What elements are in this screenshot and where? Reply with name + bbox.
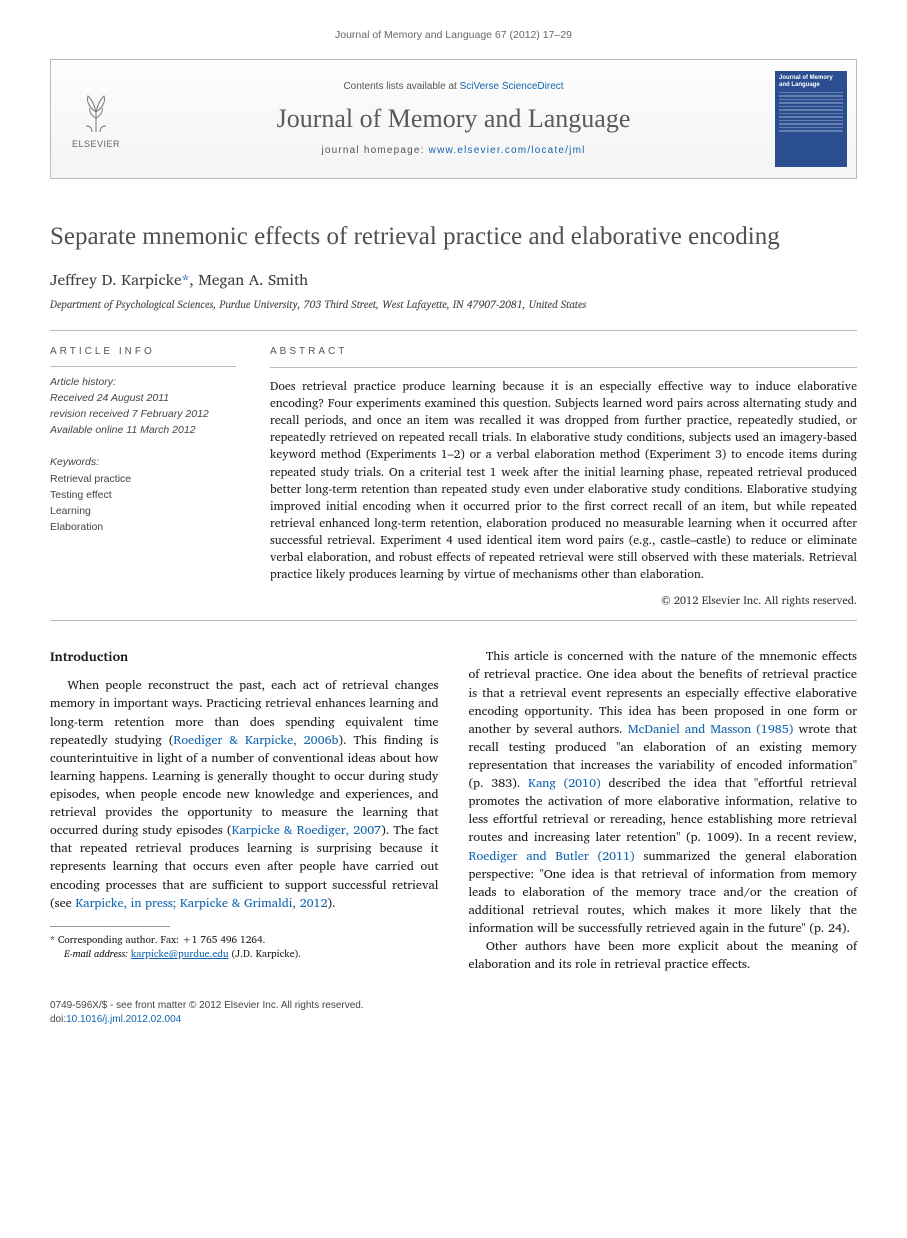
history-online: Available online 11 March 2012 [50, 423, 236, 438]
keywords-list: Retrieval practice Testing effect Learni… [50, 472, 236, 536]
info-divider [50, 366, 236, 367]
intro-para-2: This article is concerned with the natur… [469, 647, 858, 937]
authors-line: Jeffrey D. Karpicke*, Megan A. Smith [50, 268, 857, 290]
history-label: Article history: [50, 375, 236, 390]
footnote-separator [50, 926, 170, 927]
article-info-column: ARTICLE INFO Article history: Received 2… [50, 345, 236, 608]
abstract-head: ABSTRACT [270, 345, 857, 359]
journal-homepage-line: journal homepage: www.elsevier.com/locat… [321, 144, 585, 159]
doi-link[interactable]: 10.1016/j.jml.2012.02.004 [66, 1014, 181, 1025]
citation-link[interactable]: Karpicke, in press; Karpicke & Grimaldi,… [75, 893, 327, 913]
abstract-text: Does retrieval practice produce learning… [270, 378, 857, 582]
abstract-copyright: © 2012 Elsevier Inc. All rights reserved… [270, 593, 857, 609]
corr-email-link[interactable]: karpicke@purdue.edu [131, 946, 229, 962]
author-2: , Megan A. Smith [189, 266, 308, 292]
divider-bottom [50, 620, 857, 621]
contents-prefix: Contents lists available at [343, 81, 459, 92]
masthead-center: Contents lists available at SciVerse Sci… [141, 60, 766, 178]
keywords-label: Keywords: [50, 455, 236, 470]
keyword: Elaboration [50, 520, 236, 535]
homepage-prefix: journal homepage: [321, 145, 428, 156]
abstract-column: ABSTRACT Does retrieval practice produce… [270, 345, 857, 608]
body-columns: Introduction When people reconstruct the… [50, 647, 857, 973]
citation-link[interactable]: Roediger & Karpicke, 2006b [173, 730, 338, 750]
elsevier-tree-icon [72, 88, 120, 136]
running-head: Journal of Memory and Language 67 (2012)… [50, 28, 857, 43]
doi-prefix: doi: [50, 1014, 66, 1025]
cover-decorative-lines [779, 92, 843, 132]
page: Journal of Memory and Language 67 (2012)… [0, 0, 907, 1066]
author-1: Jeffrey D. Karpicke [50, 266, 182, 292]
article-history: Article history: Received 24 August 2011… [50, 375, 236, 439]
journal-cover-box: Journal of Memory and Language [766, 60, 856, 178]
citation-link[interactable]: Roediger and Butler (2011) [469, 846, 635, 866]
article-title: Separate mnemonic effects of retrieval p… [50, 221, 857, 252]
meta-row: ARTICLE INFO Article history: Received 2… [50, 345, 857, 608]
affiliation: Department of Psychological Sciences, Pu… [50, 297, 857, 312]
publisher-name: ELSEVIER [72, 138, 120, 151]
journal-homepage-link[interactable]: www.elsevier.com/locate/jml [429, 145, 586, 156]
footnote-corr: * Corresponding author. Fax: +1 765 496 … [50, 933, 439, 948]
keyword: Learning [50, 504, 236, 519]
keyword: Testing effect [50, 488, 236, 503]
footnote-email-suffix: (J.D. Karpicke). [229, 946, 302, 962]
divider-top [50, 330, 857, 331]
sciencedirect-link[interactable]: SciVerse ScienceDirect [460, 81, 564, 92]
text-run: ). [328, 893, 336, 913]
history-received: Received 24 August 2011 [50, 391, 236, 406]
citation-link[interactable]: Kang (2010) [528, 773, 601, 793]
history-revision: revision received 7 February 2012 [50, 407, 236, 422]
front-matter-line: 0749-596X/$ - see front matter © 2012 El… [50, 999, 857, 1013]
abstract-divider [270, 367, 857, 368]
article-info-head: ARTICLE INFO [50, 345, 236, 360]
masthead: ELSEVIER Contents lists available at Sci… [50, 59, 857, 179]
citation-link[interactable]: Karpicke & Roediger, 2007 [232, 820, 382, 840]
page-footer: 0749-596X/$ - see front matter © 2012 El… [50, 999, 857, 1026]
journal-cover-thumbnail: Journal of Memory and Language [775, 71, 847, 167]
corresponding-footnote: * Corresponding author. Fax: +1 765 496 … [50, 926, 439, 962]
footnote-email-label: E-mail address: [64, 946, 131, 962]
introduction-heading: Introduction [50, 647, 439, 666]
citation-link[interactable]: McDaniel and Masson (1985) [628, 719, 794, 739]
cover-title: Journal of Memory and Language [779, 75, 843, 89]
keyword: Retrieval practice [50, 472, 236, 487]
contents-available-line: Contents lists available at SciVerse Sci… [343, 80, 563, 95]
intro-para-1: When people reconstruct the past, each a… [50, 676, 439, 911]
intro-para-3: Other authors have been more explicit ab… [469, 937, 858, 973]
publisher-logo-box: ELSEVIER [51, 60, 141, 178]
journal-title: Journal of Memory and Language [277, 100, 631, 138]
